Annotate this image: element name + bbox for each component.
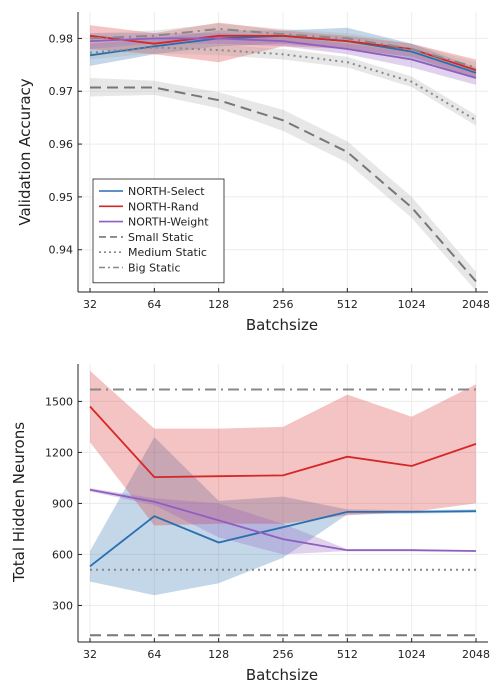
neurons-ticks: 32 64 128 256 512 1024 2048 300 600 900 1200 1500 [45, 395, 490, 661]
accuracy-x-label: Batchsize [246, 316, 318, 334]
legend-entry: NORTH-Rand [128, 200, 199, 213]
neurons-x-tick-label: 2048 [462, 648, 490, 661]
accuracy-x-tick-label: 32 [83, 298, 97, 311]
accuracy-line-big-static [89, 27, 477, 69]
accuracy-x-tick-label: 128 [208, 298, 229, 311]
neurons-y-label: Total Hidden Neurons [10, 422, 28, 583]
accuracy-y-tick-label: 0.97 [49, 85, 74, 98]
accuracy-band-north-rand [90, 22, 476, 79]
neurons-lines [89, 388, 477, 637]
accuracy-x-tick-label: 1024 [398, 298, 426, 311]
accuracy-x-tick-label: 64 [147, 298, 161, 311]
neurons-band-north-rand [90, 370, 476, 526]
accuracy-y-tick-label: 0.95 [49, 191, 74, 204]
neurons-x-label: Batchsize [246, 666, 318, 684]
accuracy-lines [89, 27, 477, 283]
neurons-y-tick-label: 900 [52, 497, 73, 510]
accuracy-line-medium-static [89, 46, 477, 122]
neurons-y-tick-label: 600 [52, 548, 73, 561]
neurons-y-tick-label: 300 [52, 599, 73, 612]
neurons-line-north-weight [89, 488, 477, 552]
neurons-x-tick-label: 64 [147, 648, 161, 661]
accuracy-line-north-weight [89, 37, 477, 79]
legend-entry: Small Static [128, 231, 194, 244]
neurons-x-tick-label: 128 [208, 648, 229, 661]
accuracy-x-tick-label: 2048 [462, 298, 490, 311]
accuracy-ticks: 32 64 128 256 512 1024 2048 0.94 0.95 0.96 0.97 0.9… [49, 32, 491, 311]
neurons-y-tick-label: 1200 [45, 446, 73, 459]
accuracy-band-north-weight [90, 33, 476, 85]
legend-box [92, 178, 225, 284]
accuracy-band-big-static [90, 23, 476, 73]
legend-entry: NORTH-Select [128, 185, 205, 198]
neurons-x-tick-label: 256 [273, 648, 294, 661]
neurons-line-north-select [89, 510, 477, 568]
legend: NORTH-Select NORTH-Rand NORTH-Weight Small … [92, 178, 225, 284]
accuracy-y-tick-label: 0.94 [49, 244, 74, 257]
accuracy-y-tick-label: 0.98 [49, 32, 74, 45]
legend-entry: Big Static [128, 262, 181, 275]
accuracy-line-small-static [90, 86, 477, 283]
accuracy-x-tick-label: 256 [273, 298, 294, 311]
accuracy-y-tick-label: 0.96 [49, 138, 74, 151]
accuracy-y-label: Validation Accuracy [16, 78, 34, 225]
neurons-x-tick-label: 32 [83, 648, 97, 661]
neurons-line-north-rand [89, 405, 477, 479]
accuracy-plot: 32 64 128 256 512 1024 2048 0.94 0.95 0.96 0.97 0.9… [16, 12, 490, 334]
neurons-band-north-weight [90, 488, 476, 555]
legend-entry: NORTH-Weight [128, 216, 209, 229]
neurons-x-tick-label: 512 [337, 648, 358, 661]
legend-entry: Medium Static [128, 246, 207, 259]
neurons-plot: 32 64 128 256 512 1024 2048 300 600 900 1200 1500 B… [10, 364, 490, 684]
neurons-x-tick-label: 1024 [398, 648, 426, 661]
accuracy-x-tick-label: 512 [337, 298, 358, 311]
neurons-y-tick-label: 1500 [45, 395, 73, 408]
neurons-grid [78, 364, 488, 642]
